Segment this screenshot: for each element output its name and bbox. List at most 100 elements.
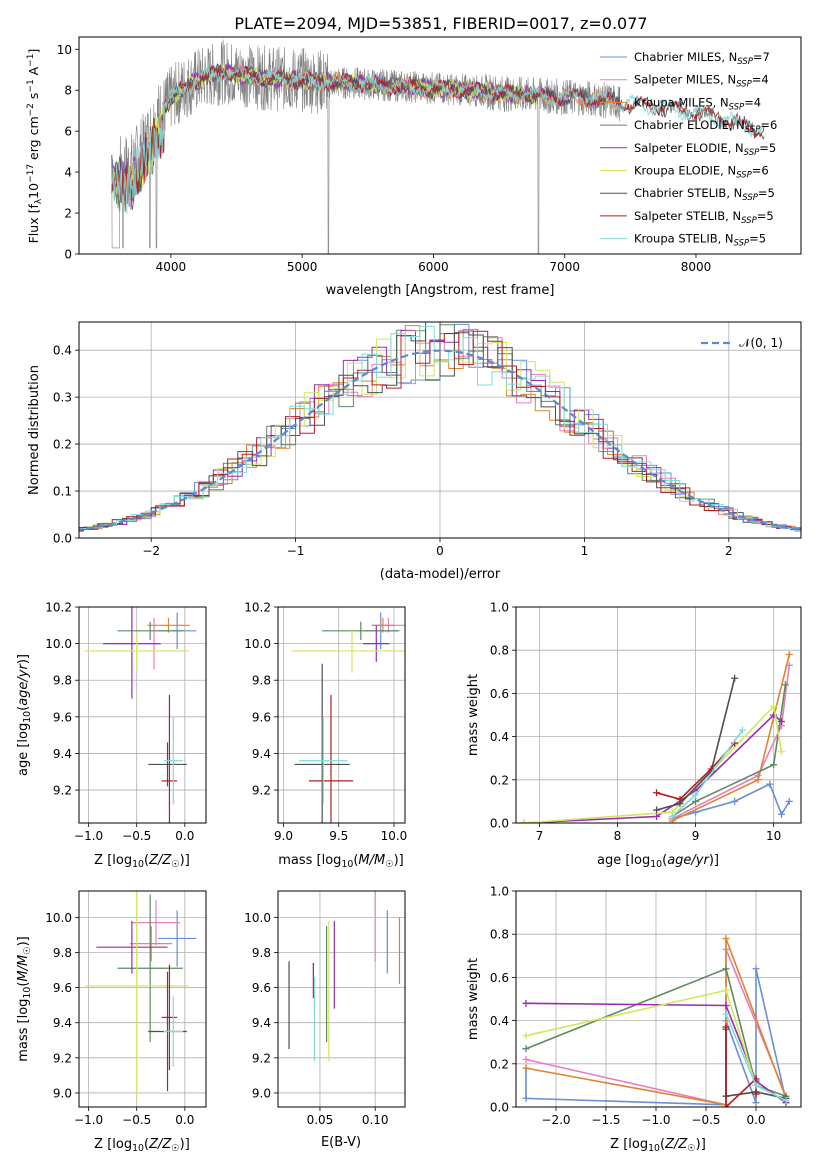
x-tick-label: 9.5: [329, 829, 348, 843]
label-part: 10: [26, 183, 41, 199]
legend-label: Chabrier MILES, NSSP=7: [634, 50, 770, 67]
label-part: )]: [709, 853, 719, 868]
panel-Z-age: −1.0 −0.5 0.09.29.49.69.810.010.2Z [log10(…: [16, 601, 207, 870]
normal-curve: [79, 349, 801, 531]
label-part: Z/Z: [148, 853, 172, 868]
y-tick-label: 0.0: [490, 817, 509, 831]
weight-point: [754, 776, 762, 784]
label-part: )]: [16, 936, 31, 946]
ticks: 7 8 9 10 0.0 0.2 0.4 0.6 0.8 1.0: [490, 601, 781, 844]
figure-title: PLATE=2094, MJD=53851, FIBERID=0017, z=0…: [234, 14, 647, 33]
legend-label: Kroupa MILES, NSSP=4: [634, 95, 761, 112]
weight-point: [522, 1032, 530, 1040]
weight-point: [770, 702, 778, 710]
x-tick-label: 9.0: [274, 829, 293, 843]
panel-Z-mass: −1.0 −0.5 0.09.09.29.49.69.810.0Z [log10(Z…: [16, 890, 207, 1154]
y-tick-label: 10: [57, 43, 72, 57]
weight-point: [738, 726, 746, 734]
weight-point: [752, 1090, 760, 1098]
legend-text: Chabrier ELODIE, N: [634, 118, 745, 132]
label-part: (: [144, 853, 149, 868]
label-part: Flux [f: [26, 204, 41, 244]
residual-histogram: [79, 325, 801, 532]
label-part: log: [322, 853, 342, 868]
x-tick-label: −0.5: [691, 1113, 720, 1127]
spectrum-data-line: [111, 39, 621, 254]
legend-sub: SSP: [736, 80, 752, 90]
weight-line: [671, 665, 791, 820]
label-part: Z/Z: [148, 1137, 172, 1152]
residual-histogram: [79, 330, 801, 532]
weight-point: [653, 813, 661, 821]
x-tick-label: 7: [536, 829, 544, 843]
label-part: (: [662, 853, 667, 868]
weight-point: [752, 1099, 760, 1107]
weight-point: [722, 965, 730, 973]
x-tick-label: 0: [436, 544, 444, 558]
weight-point: [731, 797, 739, 805]
weight-line: [656, 678, 736, 811]
x-tick-label: −1.0: [641, 1113, 670, 1127]
label-part: 10: [22, 711, 33, 723]
y-tick-label: 9.6: [252, 981, 271, 995]
plot-area-Z-age: [84, 607, 197, 823]
weight-point: [522, 1094, 530, 1102]
x-axis-label: wavelength [Angstrom, rest frame]: [326, 283, 555, 298]
weight-point: [722, 1001, 730, 1009]
x-tick-label: 0.0: [746, 1113, 765, 1127]
weight-point: [522, 1045, 530, 1053]
residuals-legend: 𝒩(0, 1): [701, 336, 783, 350]
weight-point: [785, 651, 793, 659]
x-tick-label: −0.5: [122, 829, 151, 843]
label-part: 10: [341, 859, 353, 870]
legend-text: Salpeter STELIB, N: [634, 209, 741, 223]
label-part: ☉: [385, 859, 393, 870]
weight-line: [671, 654, 791, 822]
y-tick-label: 9.2: [252, 784, 271, 798]
label-part: age [: [16, 743, 31, 776]
panel-mass-age: 9.0 9.5 10.0 9.2 9.4 9.6 9.8 10.0 10.2 mass [log1…: [244, 601, 407, 871]
plot-area-Z-weight: [522, 935, 790, 1107]
y-tick-label: 9.0: [252, 1086, 271, 1100]
y-tick-label: 9.8: [252, 946, 271, 960]
legend-label: Salpeter STELIB, NSSP=5: [634, 209, 774, 226]
legend-label: Chabrier ELODIE, NSSP=6: [634, 118, 777, 135]
label-part: 10: [648, 1143, 660, 1154]
y-tick-label: 0.2: [490, 773, 509, 787]
label-part: −17: [26, 164, 36, 183]
weight-line: [671, 782, 790, 820]
x-axis-label: age [log10(age/yr)]: [597, 853, 719, 870]
legend-text: Salpeter ELODIE, N: [634, 141, 744, 155]
weight-point: [766, 780, 774, 788]
y-tick-label: 0.6: [490, 971, 509, 985]
weight-point: [785, 797, 793, 805]
x-tick-label: −0.5: [122, 1113, 151, 1127]
legend-label: 𝒩(0, 1): [739, 336, 783, 350]
panel-ebv-mass: 0.05 0.10 9.0 9.2 9.4 9.6 9.8 10.0 E(B-V): [244, 890, 406, 1150]
y-tick-label: 10.2: [45, 601, 72, 615]
plot-area-age-weight: [520, 651, 793, 823]
label-part: A: [26, 66, 41, 79]
plot-area-ebv-mass: [288, 891, 401, 1062]
y-tick-label: 9.6: [53, 981, 72, 995]
label-part: ☉: [22, 946, 33, 954]
ticks: −2.0 −1.5 −1.0 −0.5 0.0 0.0 0.2 0.4 0.6 0.8 1.0: [490, 885, 766, 1128]
label-part: −1: [26, 54, 36, 67]
label-part: (: [144, 1137, 149, 1152]
axes-frame: [78, 606, 207, 824]
legend-text: =6: [752, 164, 769, 178]
legend-text: =5: [759, 141, 776, 155]
y-tick-label: 10.0: [45, 911, 72, 925]
legend-label: Salpeter ELODIE, NSSP=5: [634, 141, 776, 158]
label-part: ☉: [171, 859, 179, 870]
weight-point: [782, 1097, 790, 1105]
legend-label: Kroupa ELODIE, NSSP=6: [634, 164, 769, 181]
x-tick-label: 6000: [418, 260, 449, 274]
legend-text: =4: [752, 73, 769, 87]
y-tick-label: 0.2: [53, 438, 72, 452]
spectrum-model-kroupa-stelib: [111, 64, 765, 214]
label-part: 10: [132, 859, 144, 870]
axes-frame: [78, 36, 802, 255]
